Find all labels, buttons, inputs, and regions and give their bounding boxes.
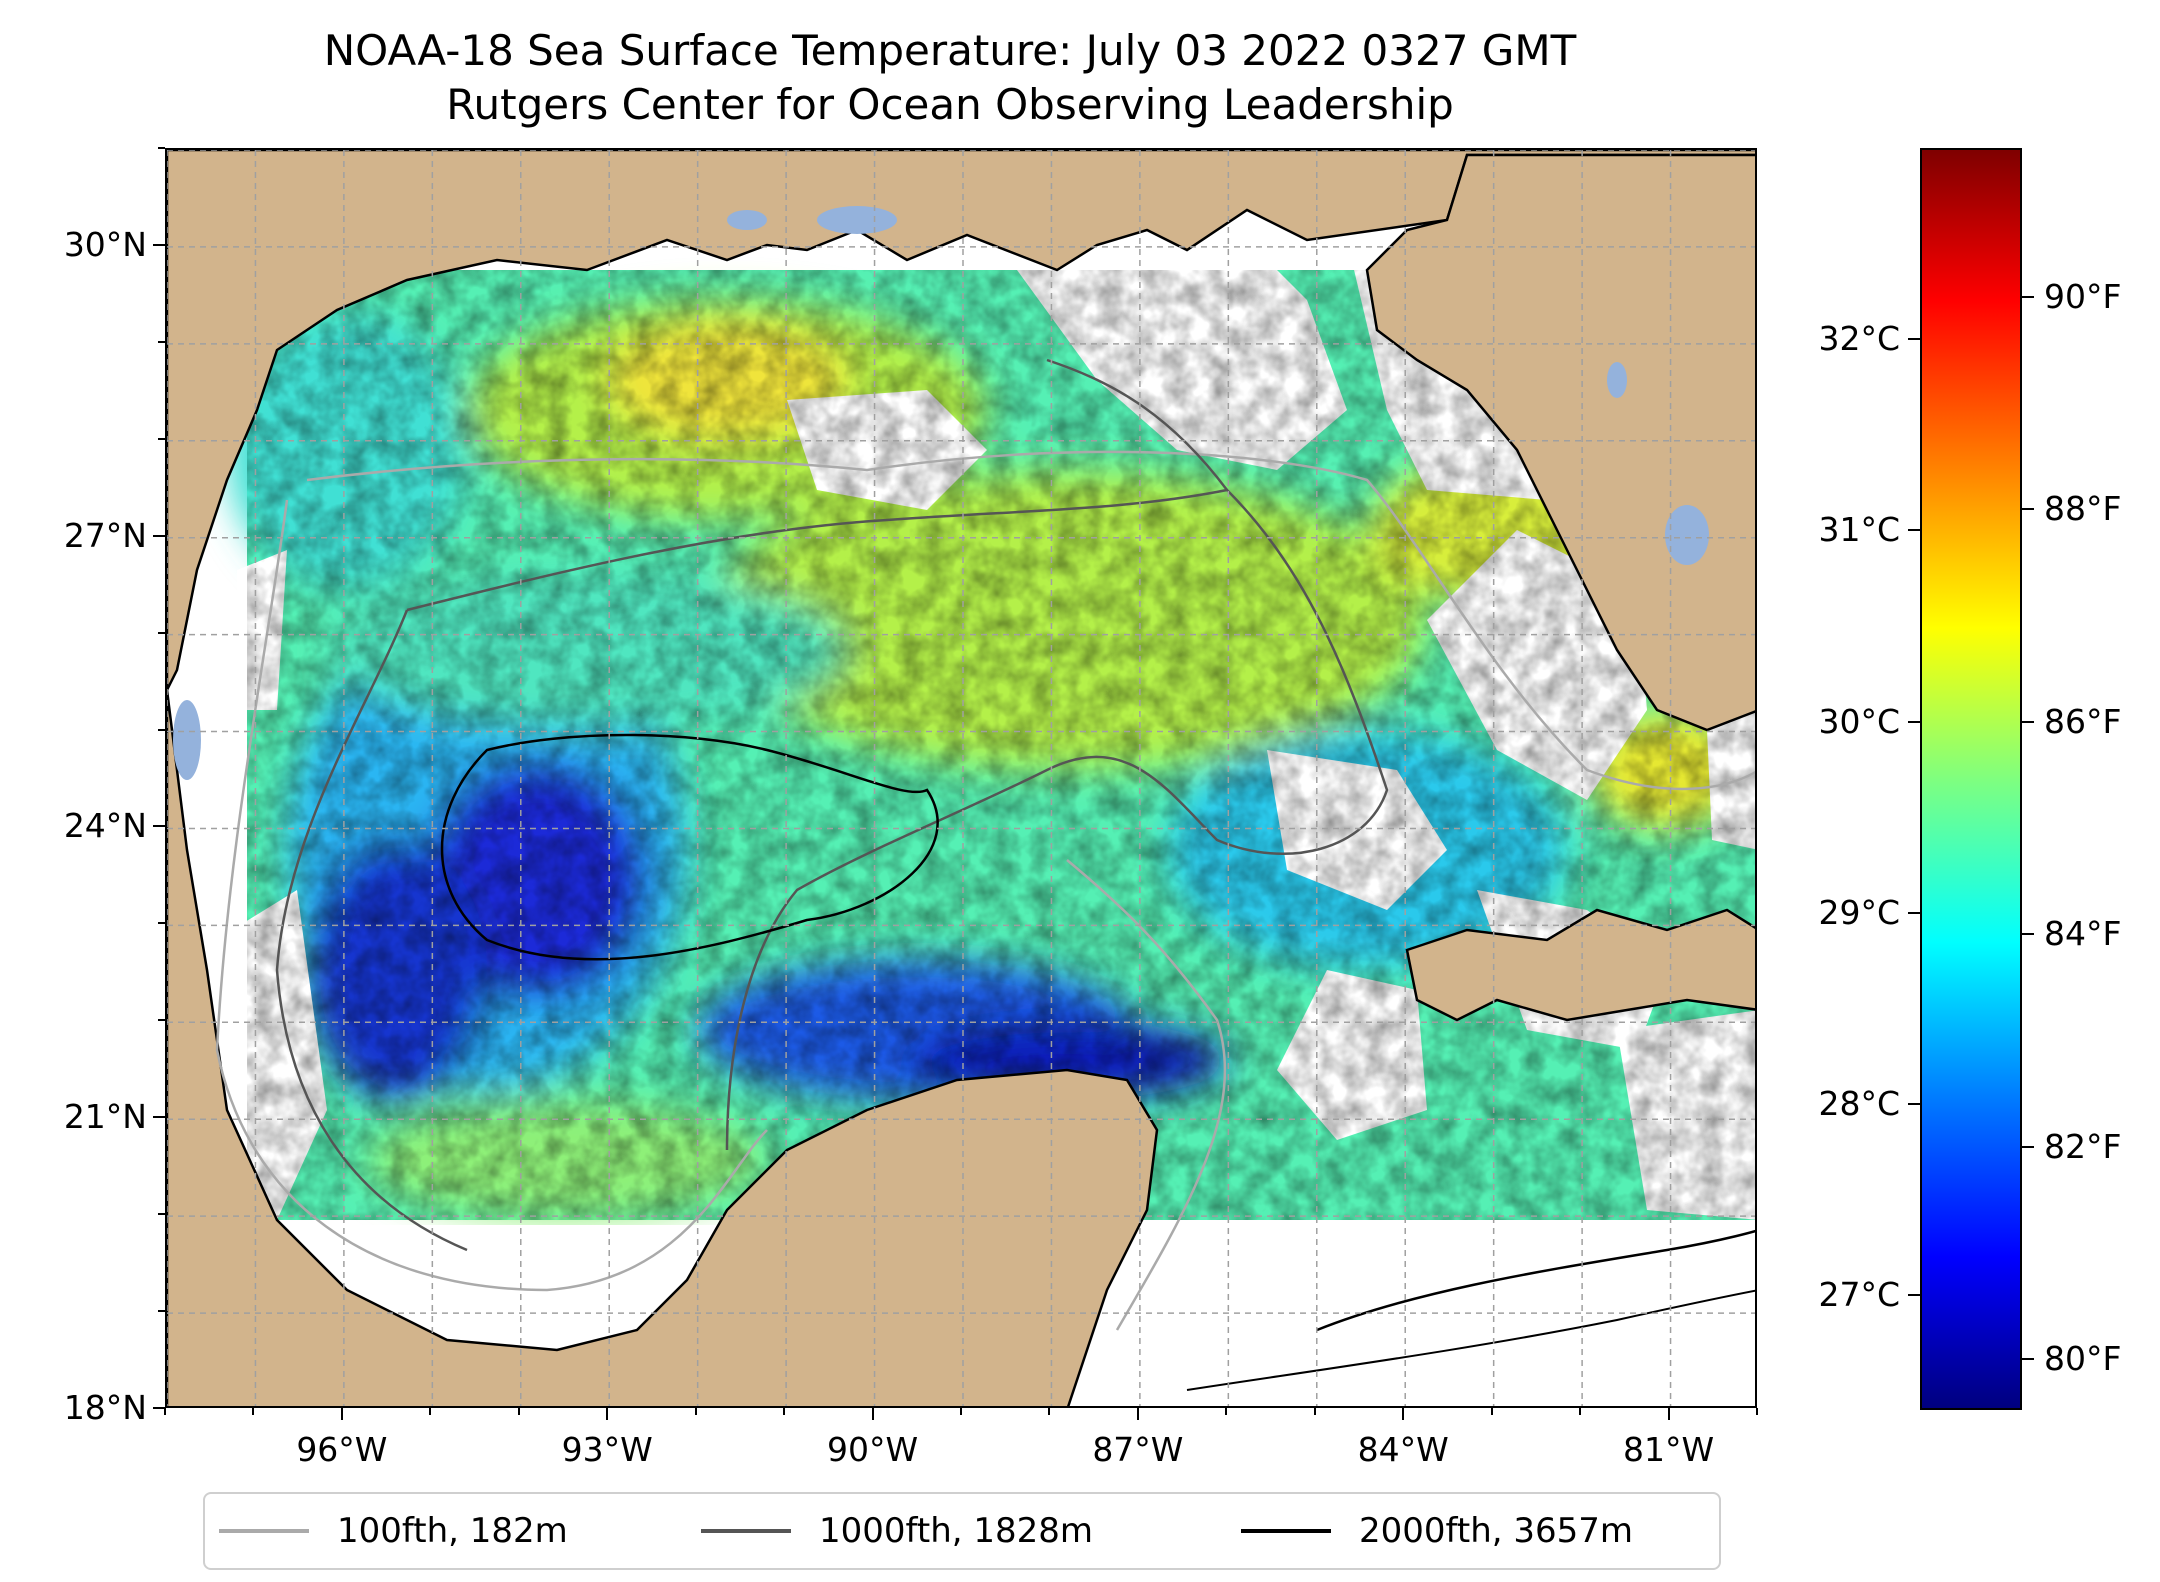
fahrenheit-tick — [2022, 508, 2034, 511]
fahrenheit-tick — [2022, 1358, 2034, 1360]
chart-title: NOAA-18 Sea Surface Temperature: July 03… — [323, 26, 1577, 75]
lat-minor-tick — [158, 631, 165, 634]
lon-minor-tick — [164, 1408, 166, 1415]
lat-tick — [153, 243, 165, 246]
legend-item-1000fth: 1000fth, 1828m — [701, 1494, 1093, 1568]
lat-tick-label: 24°N — [63, 806, 147, 846]
fahrenheit-tick-label: 90°F — [2044, 276, 2122, 316]
lat-tick — [153, 534, 165, 537]
legend-item-2000fth: 2000fth, 3657m — [1241, 1494, 1633, 1568]
celsius-tick-label: 29°C — [1818, 892, 1900, 932]
lon-minor-tick — [517, 1408, 520, 1415]
chart-subtitle: Rutgers Center for Ocean Observing Leade… — [446, 80, 1454, 129]
celsius-tick — [1908, 720, 1920, 723]
lat-tick-label: 18°N — [63, 1388, 147, 1427]
fahrenheit-tick — [2022, 1145, 2034, 1148]
lon-tick-label: 96°W — [296, 1430, 388, 1469]
legend-line-100fth — [219, 1529, 309, 1533]
lat-minor-tick — [158, 147, 165, 149]
lat-minor-tick — [158, 340, 165, 343]
legend: 100fth, 182m 1000fth, 1828m 2000fth, 365… — [203, 1492, 1721, 1570]
lon-tick — [1667, 1408, 1670, 1420]
lat-minor-tick — [158, 1310, 165, 1313]
legend-label-100fth: 100fth, 182m — [337, 1511, 568, 1551]
lon-tick — [340, 1408, 343, 1420]
celsius-tick — [1908, 529, 1920, 532]
lon-minor-tick — [960, 1408, 962, 1415]
celsius-tick-label: 28°C — [1818, 1084, 1900, 1124]
celsius-tick-label: 31°C — [1818, 510, 1900, 550]
legend-line-1000fth — [701, 1529, 791, 1533]
lat-tick-label: 27°N — [63, 515, 147, 555]
lon-tick-label: 90°W — [826, 1430, 919, 1469]
lon-minor-tick — [429, 1408, 432, 1415]
fahrenheit-tick — [2022, 295, 2034, 298]
celsius-tick-label: 30°C — [1818, 701, 1900, 741]
lon-tick — [606, 1408, 609, 1420]
fahrenheit-tick — [2022, 933, 2034, 936]
fahrenheit-tick — [2022, 720, 2034, 723]
celsius-tick — [1908, 1103, 1920, 1106]
lon-tick-label: 84°W — [1357, 1430, 1449, 1469]
lat-tick-label: 21°N — [63, 1097, 147, 1137]
lon-minor-tick — [1490, 1408, 1493, 1415]
lat-minor-tick — [158, 1019, 165, 1022]
lat-tick — [153, 825, 165, 828]
lon-minor-tick — [1313, 1408, 1316, 1415]
celsius-tick — [1908, 911, 1920, 914]
sst-map[interactable] — [165, 148, 1757, 1408]
lakes — [173, 206, 1709, 780]
lon-tick-label: 81°W — [1622, 1430, 1715, 1469]
lat-minor-tick — [158, 922, 165, 925]
lon-minor-tick — [694, 1408, 697, 1415]
legend-label-1000fth: 1000fth, 1828m — [819, 1511, 1094, 1551]
lat-minor-tick — [158, 1213, 165, 1216]
lon-tick — [1136, 1408, 1139, 1420]
land — [167, 150, 1755, 1406]
fahrenheit-tick-label: 88°F — [2044, 489, 2122, 529]
legend-label-2000fth: 2000fth, 3657m — [1359, 1511, 1634, 1551]
map-canvas — [167, 150, 1755, 1406]
lon-minor-tick — [1048, 1408, 1051, 1415]
lat-tick-label: 30°N — [63, 224, 147, 264]
bathymetry-contours — [215, 358, 1755, 1391]
lon-minor-tick — [1579, 1408, 1582, 1415]
fahrenheit-tick-label: 82°F — [2044, 1126, 2122, 1166]
celsius-tick — [1908, 1294, 1920, 1297]
celsius-tick-label: 27°C — [1818, 1275, 1900, 1315]
gridlines — [167, 150, 1755, 1406]
legend-item-100fth: 100fth, 182m — [219, 1494, 568, 1568]
lat-tick — [153, 1407, 165, 1409]
celsius-tick — [1908, 338, 1920, 341]
fahrenheit-tick-label: 84°F — [2044, 914, 2122, 954]
lon-minor-tick — [783, 1408, 786, 1415]
lon-tick-label: 93°W — [561, 1430, 653, 1469]
lat-tick — [153, 1116, 165, 1119]
celsius-tick-label: 32°C — [1818, 319, 1900, 359]
fahrenheit-tick-label: 80°F — [2044, 1339, 2122, 1378]
colorbar — [1920, 148, 2022, 1410]
lon-tick-label: 87°W — [1092, 1430, 1184, 1469]
lon-minor-tick — [1756, 1408, 1758, 1415]
lon-minor-tick — [252, 1408, 255, 1415]
legend-line-2000fth — [1241, 1529, 1331, 1533]
lat-minor-tick — [158, 437, 165, 440]
lat-minor-tick — [158, 728, 165, 731]
lon-minor-tick — [1225, 1408, 1228, 1415]
fahrenheit-tick-label: 86°F — [2044, 701, 2122, 741]
lon-tick — [871, 1408, 874, 1420]
lon-tick — [1402, 1408, 1405, 1420]
